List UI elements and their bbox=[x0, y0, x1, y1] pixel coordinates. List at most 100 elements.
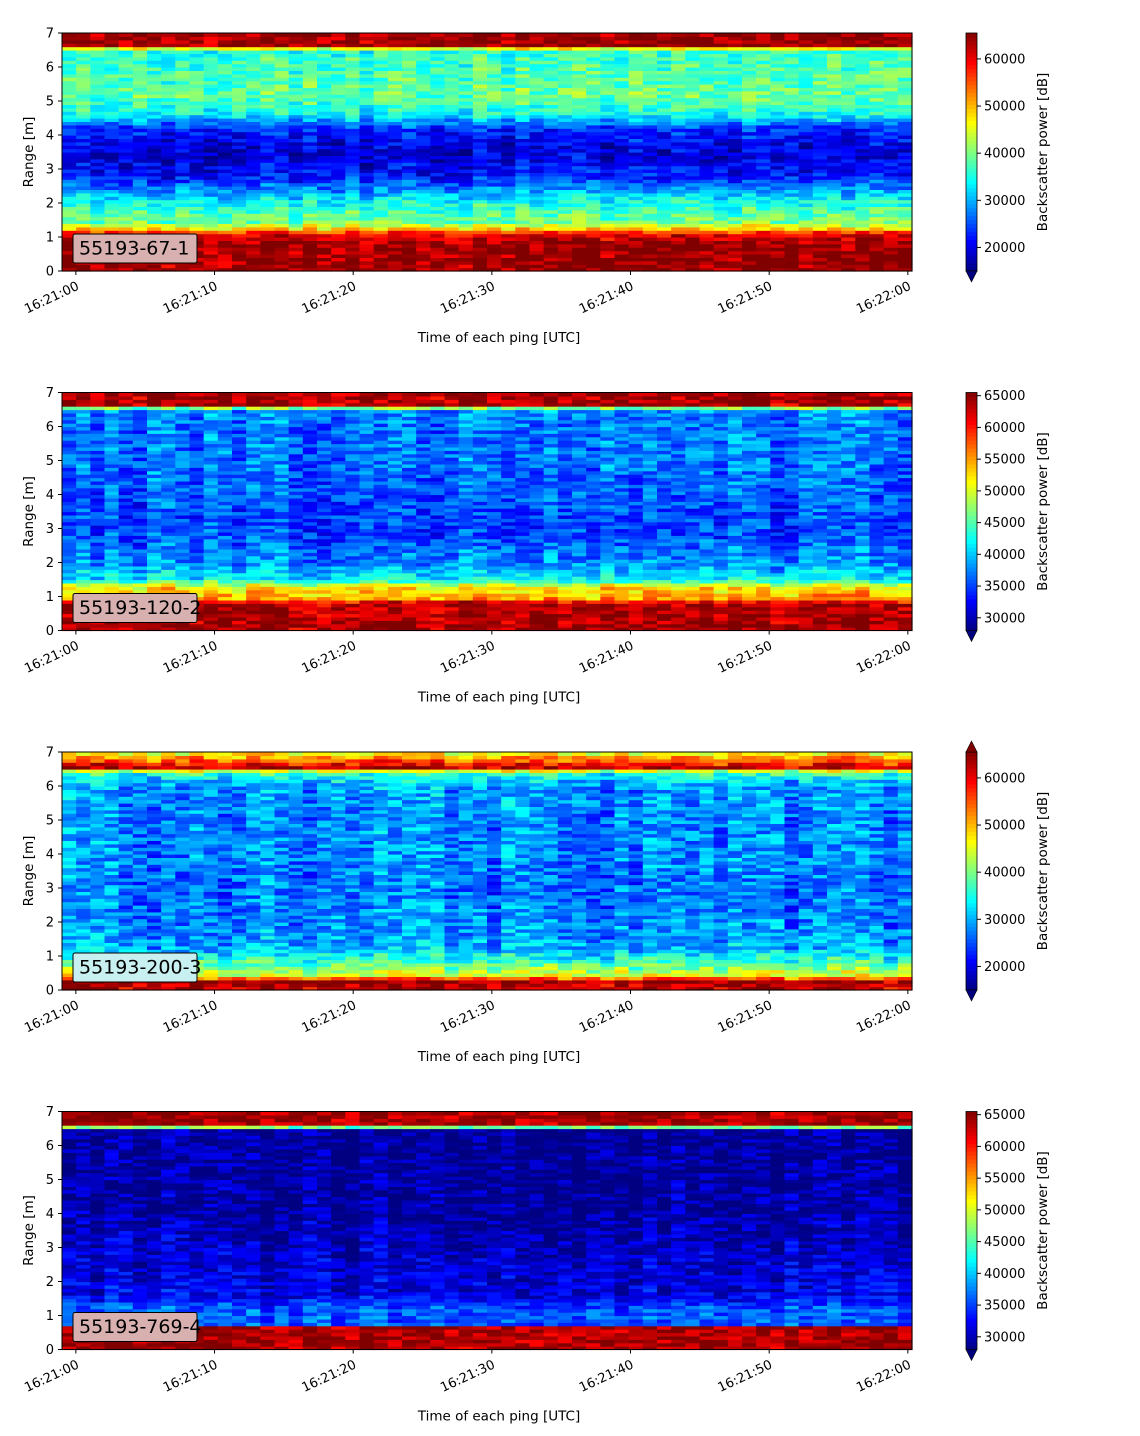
heatmap-cell bbox=[487, 124, 502, 129]
heatmap-cell bbox=[217, 189, 233, 194]
heatmap-cell bbox=[543, 199, 559, 204]
heatmap-cell bbox=[501, 152, 516, 156]
heatmap-cell bbox=[487, 216, 502, 221]
heatmap-cell bbox=[302, 247, 318, 252]
heatmap-cell bbox=[572, 267, 587, 272]
heatmap-cell bbox=[246, 237, 261, 241]
heatmap-cell bbox=[387, 172, 403, 177]
heatmap-cell bbox=[642, 206, 658, 211]
heatmap-cell bbox=[90, 189, 106, 194]
heatmap-cell bbox=[600, 121, 616, 126]
heatmap-cell bbox=[345, 87, 361, 92]
heatmap-cell bbox=[472, 33, 488, 37]
heatmap-cell bbox=[232, 267, 247, 272]
heatmap-cell bbox=[132, 213, 148, 218]
heatmap-cell bbox=[458, 73, 474, 78]
heatmap-cell bbox=[699, 216, 715, 221]
heatmap-cell bbox=[359, 39, 375, 44]
heatmap-cell bbox=[402, 196, 417, 201]
heatmap-cell bbox=[62, 60, 77, 65]
heatmap-cell bbox=[642, 169, 658, 173]
heatmap-cell bbox=[855, 199, 871, 204]
heatmap-cell bbox=[62, 138, 77, 143]
heatmap-cell bbox=[543, 209, 559, 214]
heatmap-cell bbox=[359, 264, 375, 269]
heatmap-cell bbox=[515, 53, 531, 58]
heatmap-cell bbox=[402, 111, 417, 116]
heatmap-cell bbox=[529, 158, 545, 163]
heatmap-cell bbox=[76, 169, 91, 173]
heatmap-cell bbox=[628, 101, 644, 105]
heatmap-cell bbox=[855, 175, 871, 180]
heatmap-cell bbox=[855, 192, 871, 197]
heatmap-cell bbox=[203, 145, 219, 150]
heatmap-cell bbox=[359, 172, 375, 177]
heatmap-cell bbox=[543, 240, 559, 245]
heatmap-cell bbox=[458, 209, 474, 214]
heatmap-cell bbox=[132, 67, 148, 71]
heatmap-cell bbox=[416, 77, 431, 82]
heatmap-cell bbox=[288, 131, 304, 136]
heatmap-cell bbox=[302, 257, 318, 262]
heatmap-cell bbox=[628, 56, 644, 61]
heatmap-cell bbox=[76, 223, 91, 228]
heatmap-cell bbox=[586, 138, 601, 143]
heatmap-cell bbox=[883, 148, 899, 153]
heatmap-cell bbox=[628, 179, 644, 184]
heatmap-cell bbox=[175, 192, 191, 197]
heatmap-cell bbox=[472, 145, 488, 150]
heatmap-cell bbox=[104, 392, 120, 397]
heatmap-cell bbox=[373, 46, 389, 51]
y-tick-label: 4 bbox=[46, 129, 54, 144]
heatmap-cell bbox=[90, 97, 106, 102]
heatmap-cell bbox=[515, 84, 531, 88]
heatmap-cell bbox=[246, 260, 261, 265]
heatmap-cell bbox=[189, 162, 205, 167]
heatmap-cell bbox=[345, 118, 361, 122]
heatmap-cell bbox=[232, 247, 247, 252]
heatmap-cell bbox=[76, 50, 91, 54]
heatmap-cell bbox=[600, 46, 616, 51]
heatmap-cell bbox=[76, 80, 91, 85]
heatmap-cell bbox=[487, 199, 502, 204]
heatmap-cell bbox=[62, 80, 77, 85]
heatmap-cell bbox=[812, 264, 828, 269]
heatmap-cell bbox=[161, 189, 176, 194]
heatmap-cell bbox=[288, 33, 304, 37]
heatmap-cell bbox=[274, 158, 290, 163]
heatmap-cell bbox=[373, 63, 389, 68]
heatmap-cell bbox=[175, 121, 191, 126]
heatmap-cell bbox=[600, 199, 616, 204]
heatmap-cell bbox=[458, 135, 474, 139]
heatmap-cell bbox=[572, 145, 587, 150]
heatmap-cell bbox=[359, 131, 375, 136]
heatmap-cell bbox=[444, 56, 460, 61]
heatmap-cell bbox=[572, 135, 587, 139]
heatmap-cell bbox=[161, 392, 176, 397]
heatmap-cell bbox=[586, 186, 601, 190]
heatmap-cell bbox=[175, 419, 191, 424]
heatmap-cell bbox=[727, 33, 743, 37]
heatmap-cell bbox=[373, 237, 389, 241]
heatmap-cell bbox=[727, 165, 743, 170]
heatmap-cell bbox=[387, 206, 403, 211]
heatmap-cell bbox=[118, 216, 134, 221]
heatmap-cell bbox=[359, 260, 375, 265]
heatmap-cell bbox=[302, 70, 318, 75]
heatmap-cell bbox=[402, 264, 417, 269]
heatmap-cell bbox=[784, 226, 800, 231]
heatmap-cell bbox=[104, 97, 120, 102]
heatmap-cell bbox=[416, 84, 431, 88]
heatmap-cell bbox=[472, 97, 488, 102]
heatmap-cell bbox=[487, 94, 502, 99]
heatmap-cell bbox=[883, 250, 899, 255]
heatmap-cell bbox=[657, 233, 672, 238]
heatmap-cell bbox=[345, 199, 361, 204]
heatmap-cell bbox=[359, 46, 375, 51]
heatmap-cell bbox=[175, 203, 191, 207]
heatmap-cell bbox=[288, 124, 304, 129]
heatmap-cell bbox=[132, 155, 148, 160]
heatmap-cell bbox=[543, 141, 559, 146]
heatmap-cell bbox=[642, 80, 658, 85]
heatmap-cell bbox=[373, 209, 389, 214]
